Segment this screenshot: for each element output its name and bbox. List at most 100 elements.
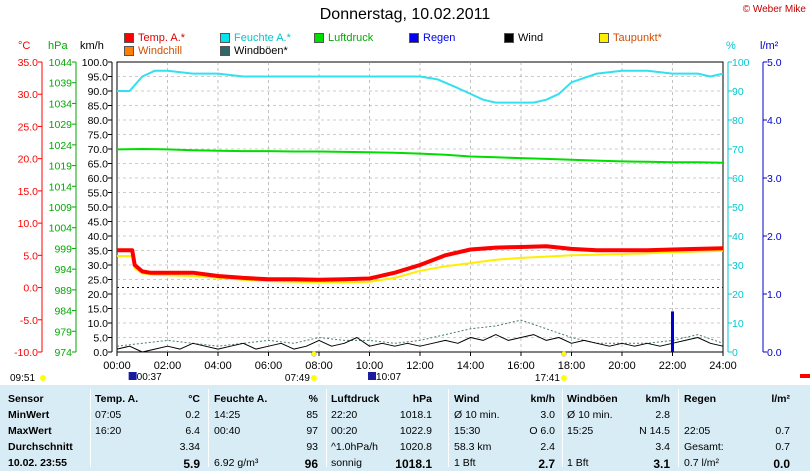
- wind-tick-label: 30.0: [88, 260, 109, 272]
- chart-title: Donnerstag, 10.02.2011: [319, 6, 491, 23]
- temp-tick-label: 15.0: [18, 186, 39, 198]
- legend-item-5: Taupunkt*: [599, 32, 662, 44]
- marker-label: 07:49: [285, 373, 310, 384]
- marker-label: 10:07: [376, 372, 401, 383]
- series-feuchte-a: [117, 69, 724, 104]
- marker-label: 17:41: [535, 373, 560, 384]
- legend-swatch: [124, 46, 134, 56]
- wind-tick-label: 35.0: [88, 246, 109, 258]
- table-header-cell: Wind: [454, 393, 480, 405]
- legend-item-0: Temp. A.*: [124, 32, 185, 44]
- temp-tick-label: -10.0: [14, 347, 38, 359]
- pressure-tick-label: 984: [54, 306, 72, 318]
- humidity-tick-label: 90: [732, 86, 744, 98]
- wind-tick-label: 20.0: [88, 289, 109, 301]
- table-separator: [208, 389, 209, 467]
- wind-tick-label: 25.0: [88, 275, 109, 287]
- table-cell: 96: [304, 457, 318, 471]
- pressure-tick-label: 1009: [49, 202, 73, 214]
- humidity-tick-label: 40: [732, 231, 744, 243]
- wind-unit-label: km/h: [80, 40, 104, 52]
- axis-sun-dot: [561, 351, 567, 357]
- table-cell: 1022.9: [399, 425, 432, 437]
- humidity-tick-label: 50: [732, 202, 744, 214]
- humidity-tick-label: 80: [732, 115, 744, 127]
- wind-tick-label: 90.0: [88, 86, 109, 98]
- table-cell: 0.7 l/m²: [684, 457, 720, 469]
- table-header-cell: hPa: [412, 393, 432, 405]
- wind-tick-label: 65.0: [88, 159, 109, 171]
- table-cell: Gesamt:: [684, 441, 724, 453]
- table-cell: 6.92 g/m³: [214, 457, 259, 469]
- x-tick-label: 20:00: [608, 360, 636, 372]
- pressure-tick-label: 1029: [49, 119, 73, 131]
- table-cell: 00:40: [214, 425, 241, 437]
- table-cell: 93: [306, 441, 318, 453]
- x-tick-label: 02:00: [154, 360, 182, 372]
- wind-tick-label: 100.0: [82, 57, 108, 69]
- pressure-tick-label: 1034: [49, 98, 73, 110]
- wind-tick-label: 85.0: [88, 101, 109, 113]
- weather-chart: 00:00 02:00 04:00 06:00 08:00 10:00 12:00 14:00…: [10, 57, 810, 384]
- temp-tick-label: 30.0: [18, 89, 39, 101]
- table-cell: 3.4: [655, 441, 670, 453]
- wind-tick-label: 80.0: [88, 115, 109, 127]
- wind-tick-label: 0.0: [93, 347, 108, 359]
- legend-label: Wind: [518, 32, 544, 44]
- table-cell: 07:05: [95, 409, 122, 421]
- legend-item-2: Luftdruck: [314, 32, 373, 44]
- table-cell: 1 Bft: [454, 457, 476, 469]
- table-cell: 6.4: [185, 425, 200, 437]
- legend-swatch: [124, 33, 134, 43]
- pressure-tick-label: 1004: [49, 223, 73, 235]
- legend-swatch: [409, 33, 419, 43]
- wind-tick-label: 40.0: [88, 231, 109, 243]
- table-cell: 2.7: [538, 457, 555, 471]
- humidity-tick-label: 70: [732, 144, 744, 156]
- table-cell: N 14.5: [639, 425, 670, 437]
- temp-tick-label: -5.0: [20, 315, 38, 327]
- table-row-label: Durchschnitt: [8, 441, 73, 453]
- rain-bar: [671, 311, 674, 352]
- wind-tick-label: 5.0: [93, 333, 108, 345]
- pressure-tick-label: 994: [54, 264, 72, 276]
- legend-label: Regen: [423, 32, 456, 44]
- rain-tick-label: 2.0: [767, 231, 782, 243]
- humidity-tick-label: 10: [732, 318, 744, 330]
- rain-unit-label: l/m²: [760, 40, 779, 52]
- legend-label: Luftdruck: [328, 32, 374, 44]
- table-header-cell: Temp. A.: [95, 393, 139, 405]
- table-cell: 1 Bft: [567, 457, 589, 469]
- sunrise-marker-icon: [40, 375, 46, 381]
- table-separator: [448, 389, 449, 467]
- legend-swatch: [504, 33, 514, 43]
- table-cell: 97: [306, 425, 318, 437]
- table-separator: [326, 389, 327, 467]
- humidity-tick-label: 30: [732, 260, 744, 272]
- pressure-tick-label: 979: [54, 326, 72, 338]
- table-cell: 00:20: [331, 425, 358, 437]
- temp-tick-label: 25.0: [18, 121, 39, 133]
- temp-tick-label: 10.0: [18, 218, 39, 230]
- x-tick-label: 16:00: [507, 360, 535, 372]
- x-tick-label: 00:00: [103, 360, 131, 372]
- legend-label: Windchill: [138, 45, 183, 57]
- table-cell: 0.2: [185, 409, 200, 421]
- table-header-cell: l/m²: [771, 393, 790, 405]
- legend-swatch: [220, 33, 230, 43]
- table-row-label: MaxWert: [8, 425, 52, 437]
- table-header-cell: Sensor: [8, 393, 44, 405]
- table-cell: 22:20: [331, 409, 358, 421]
- humidity-tick-label: 20: [732, 289, 744, 301]
- table-separator: [90, 389, 91, 467]
- wind-tick-label: 10.0: [88, 318, 109, 330]
- table-cell: 14:25: [214, 409, 241, 421]
- table-cell: 58.3 km: [454, 441, 492, 453]
- table-cell: 3.1: [653, 457, 670, 471]
- rain-tick-label: 3.0: [767, 173, 782, 185]
- pressure-tick-label: 989: [54, 285, 72, 297]
- table-cell: Ø 10 min.: [454, 409, 500, 421]
- table-cell: 1020.8: [399, 441, 432, 453]
- temp-tick-label: 0.0: [23, 283, 38, 295]
- pressure-tick-label: 1044: [49, 57, 73, 69]
